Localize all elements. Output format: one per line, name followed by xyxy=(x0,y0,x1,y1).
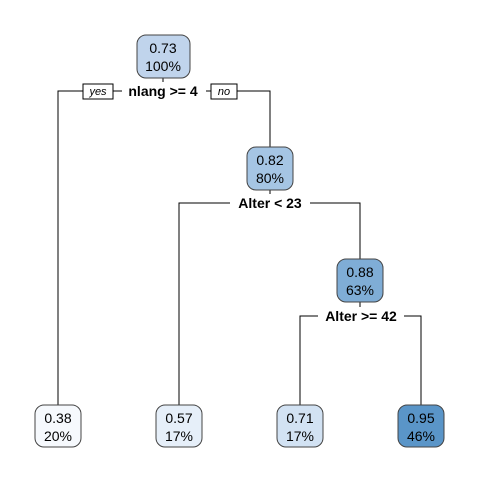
node-n3: 0.88 63% xyxy=(336,258,384,303)
branch-yes-label: yes xyxy=(88,86,107,98)
node-box xyxy=(397,404,445,448)
tree-edges xyxy=(57,78,422,405)
split-label: Alter < 23 xyxy=(238,195,302,211)
node-percent: 100% xyxy=(145,58,181,74)
node-box xyxy=(136,34,191,79)
node-box xyxy=(155,404,203,448)
node-percent: 17% xyxy=(165,428,193,444)
node-box xyxy=(336,258,384,303)
node-root: 0.73 100% xyxy=(136,34,191,79)
node-box xyxy=(246,146,294,191)
split-s3: Alter >= 42 xyxy=(318,307,404,325)
node-value: 0.73 xyxy=(149,40,176,56)
branch-yes-tag: yes xyxy=(82,83,114,100)
node-value: 0.82 xyxy=(256,152,283,168)
leaf-1: 0.38 20% xyxy=(34,404,82,448)
split-s1: nlang >= 4 xyxy=(122,82,206,100)
node-percent: 63% xyxy=(346,282,374,298)
node-n2: 0.82 80% xyxy=(246,146,294,191)
node-value: 0.57 xyxy=(165,410,192,426)
node-percent: 20% xyxy=(44,428,72,444)
leaf-2: 0.57 17% xyxy=(155,404,203,448)
branch-no-tag: no xyxy=(210,83,238,100)
leaf-4: 0.95 46% xyxy=(397,404,445,448)
edge-n2-leaf2 xyxy=(178,190,271,405)
split-s2: Alter < 23 xyxy=(230,194,310,212)
node-percent: 17% xyxy=(286,428,314,444)
edge-root-leaf1 xyxy=(57,78,164,405)
node-percent: 80% xyxy=(256,170,284,186)
split-label: Alter >= 42 xyxy=(325,308,397,324)
node-value: 0.71 xyxy=(286,410,313,426)
leaf-3: 0.71 17% xyxy=(276,404,324,448)
node-value: 0.38 xyxy=(44,410,71,426)
node-box xyxy=(276,404,324,448)
split-label: nlang >= 4 xyxy=(128,83,197,99)
node-value: 0.95 xyxy=(407,410,434,426)
node-percent: 46% xyxy=(407,428,435,444)
node-value: 0.88 xyxy=(346,264,373,280)
node-box xyxy=(34,404,82,448)
branch-no-label: no xyxy=(218,86,230,98)
